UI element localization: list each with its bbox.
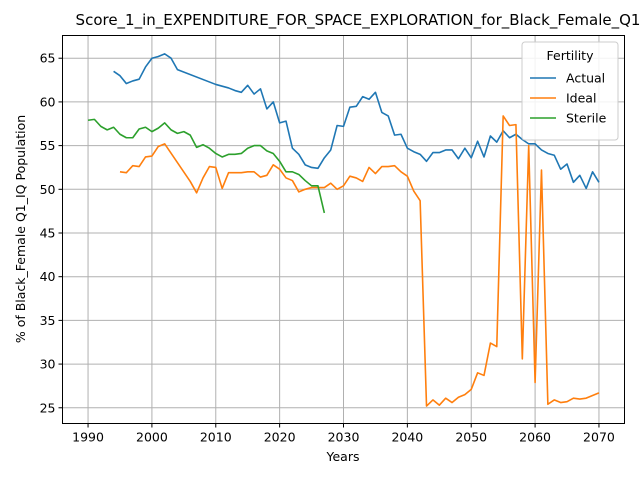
- legend-label-ideal: Ideal: [566, 91, 596, 106]
- y-tick-label: 45: [40, 225, 56, 240]
- x-tick-label: 2010: [200, 430, 232, 445]
- y-tick-label: 30: [40, 357, 56, 372]
- x-tick-label: 2020: [264, 430, 296, 445]
- x-axis-label: Years: [326, 449, 360, 464]
- legend-label-sterile: Sterile: [566, 111, 607, 126]
- x-tick-label: 2060: [519, 430, 551, 445]
- y-axis-label: % of Black_Female Q1_IQ Population: [13, 115, 28, 343]
- series-line-sterile: [87, 118, 326, 214]
- legend-label-actual: Actual: [566, 71, 605, 86]
- x-tick-label: 2050: [455, 430, 487, 445]
- x-tick-label: 2040: [391, 430, 423, 445]
- y-tick-label: 55: [40, 138, 56, 153]
- y-tick-label: 40: [40, 269, 56, 284]
- legend-items: Actual Ideal Sterile: [530, 71, 607, 126]
- axis-ticks: 1990 2000 2010 2020 2030 2040 2050 2060 2070 25 30…: [40, 51, 615, 445]
- chart-title: Score_1_in_EXPENDITURE_FOR_SPACE_EXPLORA…: [76, 11, 640, 30]
- series-line-ideal: [119, 115, 600, 407]
- legend-title: Fertility: [547, 48, 595, 63]
- y-tick-label: 60: [40, 94, 56, 109]
- x-tick-label: 2030: [328, 430, 360, 445]
- y-tick-label: 65: [40, 51, 56, 66]
- y-tick-label: 50: [40, 182, 56, 197]
- x-tick-label: 2070: [583, 430, 615, 445]
- x-tick-label: 1990: [72, 430, 104, 445]
- y-tick-label: 25: [40, 400, 56, 415]
- legend: Fertility Actual Ideal Sterile: [521, 41, 619, 141]
- legend-box: [521, 41, 619, 141]
- y-tick-label: 35: [40, 313, 56, 328]
- x-tick-label: 2000: [136, 430, 168, 445]
